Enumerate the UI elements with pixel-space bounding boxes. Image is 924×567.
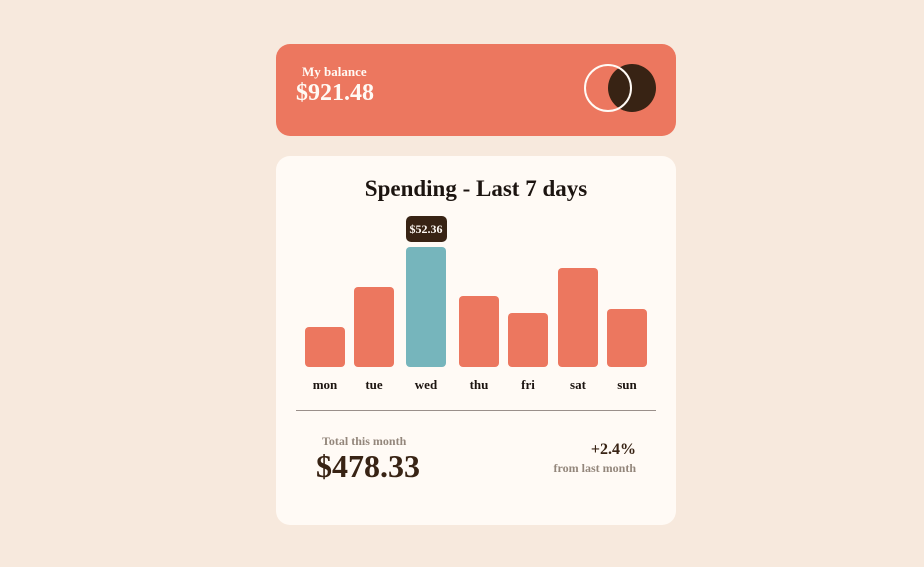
spending-card: Spending - Last 7 days mon tue wed $52.36 th… — [276, 156, 676, 525]
bar-tue[interactable] — [354, 287, 394, 367]
spending-title: Spending - Last 7 days — [364, 176, 588, 201]
logo-circle-outline — [584, 64, 632, 112]
total-value: $478.33 — [316, 448, 420, 484]
day-label-sun: sun — [617, 377, 637, 392]
balance-card: My balance $921.48 — [276, 44, 676, 136]
bar-thu[interactable] — [459, 296, 499, 367]
balance-value: $921.48 — [296, 80, 374, 106]
day-label-wed: wed — [414, 377, 438, 392]
day-label-sat: sat — [570, 377, 586, 392]
day-label-fri: fri — [521, 377, 535, 392]
bar-sun[interactable] — [607, 309, 647, 367]
day-label-mon: mon — [312, 377, 338, 392]
day-label-thu: thu — [469, 377, 489, 392]
spending-chart: mon tue wed $52.36 thu fri sat sun — [276, 156, 676, 406]
bar-tooltip: $52.36 — [405, 216, 447, 242]
logo-icon — [584, 64, 658, 114]
change-label: from last month — [553, 461, 636, 475]
bar-fri[interactable] — [508, 313, 548, 367]
bar-mon[interactable] — [305, 327, 345, 367]
divider — [296, 410, 656, 411]
bar-sat[interactable] — [558, 268, 598, 367]
total-label: Total this month — [322, 434, 407, 448]
change-value: +2.4% — [590, 441, 636, 458]
day-label-tue: tue — [365, 377, 383, 392]
balance-label: My balance — [302, 64, 367, 79]
bar-wed[interactable] — [406, 247, 446, 367]
